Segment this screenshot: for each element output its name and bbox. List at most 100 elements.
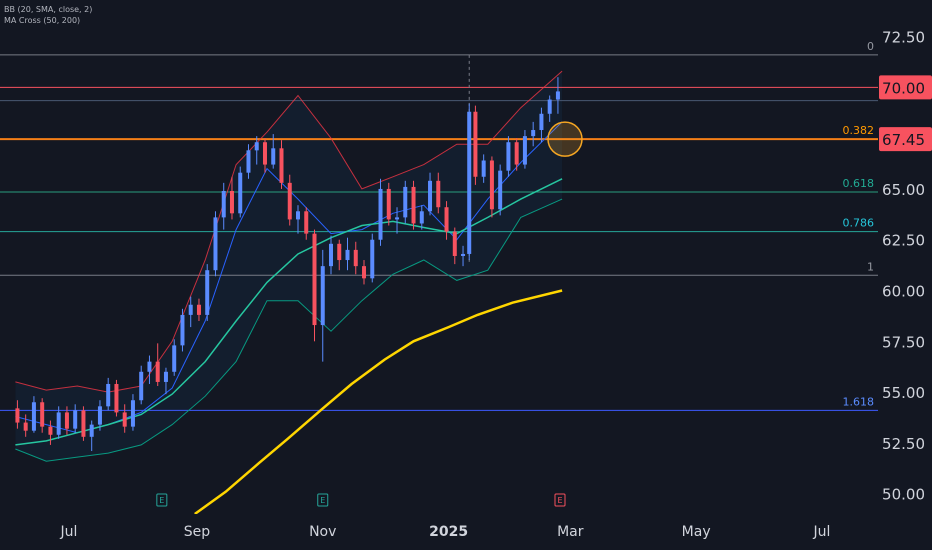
candle-body-19 xyxy=(172,345,177,372)
circle-annotation-0 xyxy=(547,121,583,157)
legend-ma-cross[interactable]: MA Cross (50, 200) xyxy=(4,16,81,25)
candle-body-61 xyxy=(514,142,519,165)
candle-body-62 xyxy=(522,136,527,165)
x-tick-0: Jul xyxy=(60,524,78,540)
candle-body-45 xyxy=(386,188,391,220)
candle-body-4 xyxy=(48,426,53,435)
candle-body-35 xyxy=(304,211,309,234)
event-marker-box-2 xyxy=(554,493,566,507)
x-tick-5: May xyxy=(682,524,711,540)
candle-body-12 xyxy=(114,383,119,413)
candle-body-25 xyxy=(221,190,226,218)
candle-body-59 xyxy=(498,170,503,210)
candle-body-0 xyxy=(15,408,20,423)
candle-body-13 xyxy=(122,412,127,427)
y-tick-0: 50.00 xyxy=(882,486,925,504)
candle-body-31 xyxy=(271,148,276,165)
candle-body-52 xyxy=(444,207,449,232)
level-label-3: 0.382 xyxy=(843,124,875,137)
level-label-4: 0.618 xyxy=(843,177,875,190)
candle-body-10 xyxy=(97,406,102,425)
candle-body-17 xyxy=(155,361,160,382)
candle-body-44 xyxy=(378,188,383,240)
event-marker-1: E xyxy=(320,496,325,505)
bb-fill xyxy=(15,71,563,462)
candle-body-55 xyxy=(467,111,472,254)
indicator-legend: BB (20, SMA, close, 2) MA Cross (50, 200… xyxy=(4,4,92,26)
candle-body-3 xyxy=(40,402,45,427)
legend-bb[interactable]: BB (20, SMA, close, 2) xyxy=(4,5,93,14)
event-marker-0: E xyxy=(159,496,164,505)
x-tick-2: Nov xyxy=(309,524,336,540)
candle-body-39 xyxy=(337,243,342,261)
x-tick-4: Mar xyxy=(557,524,584,540)
candle-body-26 xyxy=(229,190,234,214)
candle-body-49 xyxy=(419,211,424,224)
level-label-7: 1.618 xyxy=(843,395,875,408)
candle-body-5 xyxy=(56,412,61,435)
y-tick-9: 72.50 xyxy=(882,29,925,47)
candle-body-20 xyxy=(180,314,185,346)
level-label-6: 1 xyxy=(867,260,874,273)
y-tick-4: 60.00 xyxy=(882,283,925,301)
candle-body-43 xyxy=(370,239,375,279)
y-tick-2: 55.00 xyxy=(882,384,925,402)
candle-body-64 xyxy=(539,113,544,131)
price-label-0: 70.00 xyxy=(882,79,925,97)
candle-body-47 xyxy=(403,186,408,218)
price-label-bg-1 xyxy=(879,127,932,152)
event-marker-2: E xyxy=(557,496,562,505)
candle-body-65 xyxy=(547,99,552,114)
level-label-5: 0.786 xyxy=(843,217,875,230)
candle-body-18 xyxy=(163,371,168,382)
y-tick-3: 57.50 xyxy=(882,333,925,351)
candle-body-23 xyxy=(205,270,210,315)
candle-body-58 xyxy=(489,160,494,210)
y-tick-5: 62.50 xyxy=(882,232,925,250)
candle-body-16 xyxy=(147,361,152,372)
x-tick-1: Sep xyxy=(184,524,211,540)
x-axis-panel xyxy=(0,514,932,550)
level-label-0: 0 xyxy=(867,40,874,53)
ma200-line xyxy=(194,289,563,516)
candle-body-34 xyxy=(295,211,300,220)
candle-body-41 xyxy=(353,249,358,267)
x-tick-3: 2025 xyxy=(429,524,468,540)
ma50-line xyxy=(15,178,563,446)
candle-body-54 xyxy=(461,253,466,256)
candle-body-24 xyxy=(213,217,218,271)
candle-body-57 xyxy=(481,160,486,177)
candle-body-7 xyxy=(73,410,78,429)
candle-body-29 xyxy=(254,142,259,151)
x-tick-6: Jul xyxy=(813,524,831,540)
candle-body-37 xyxy=(320,266,325,326)
candle-body-42 xyxy=(362,266,367,279)
candle-body-14 xyxy=(130,400,135,427)
candle-body-15 xyxy=(139,371,144,401)
candle-body-56 xyxy=(473,111,478,177)
bb-upper-line xyxy=(15,70,563,393)
candle-body-6 xyxy=(64,412,69,429)
candle-body-1 xyxy=(23,422,28,431)
price-label-bg-0 xyxy=(879,75,932,100)
candle-body-36 xyxy=(312,233,317,326)
candle-body-32 xyxy=(279,148,284,183)
candle-body-38 xyxy=(329,243,334,267)
candle-body-21 xyxy=(188,304,193,315)
candle-body-63 xyxy=(531,130,536,137)
candle-body-9 xyxy=(89,424,94,437)
candle-body-27 xyxy=(238,172,243,214)
candle-body-60 xyxy=(506,142,511,171)
candle-body-33 xyxy=(287,182,292,220)
y-tick-1: 52.50 xyxy=(882,435,925,453)
event-marker-box-1 xyxy=(317,493,329,507)
candle-body-48 xyxy=(411,186,416,224)
price-label-1: 67.45 xyxy=(882,131,925,149)
candle-body-30 xyxy=(262,142,267,165)
candle-body-8 xyxy=(81,410,86,437)
candle-body-2 xyxy=(31,402,36,431)
y-tick-6: 65.00 xyxy=(882,181,925,199)
bb-lower-line xyxy=(15,198,563,462)
